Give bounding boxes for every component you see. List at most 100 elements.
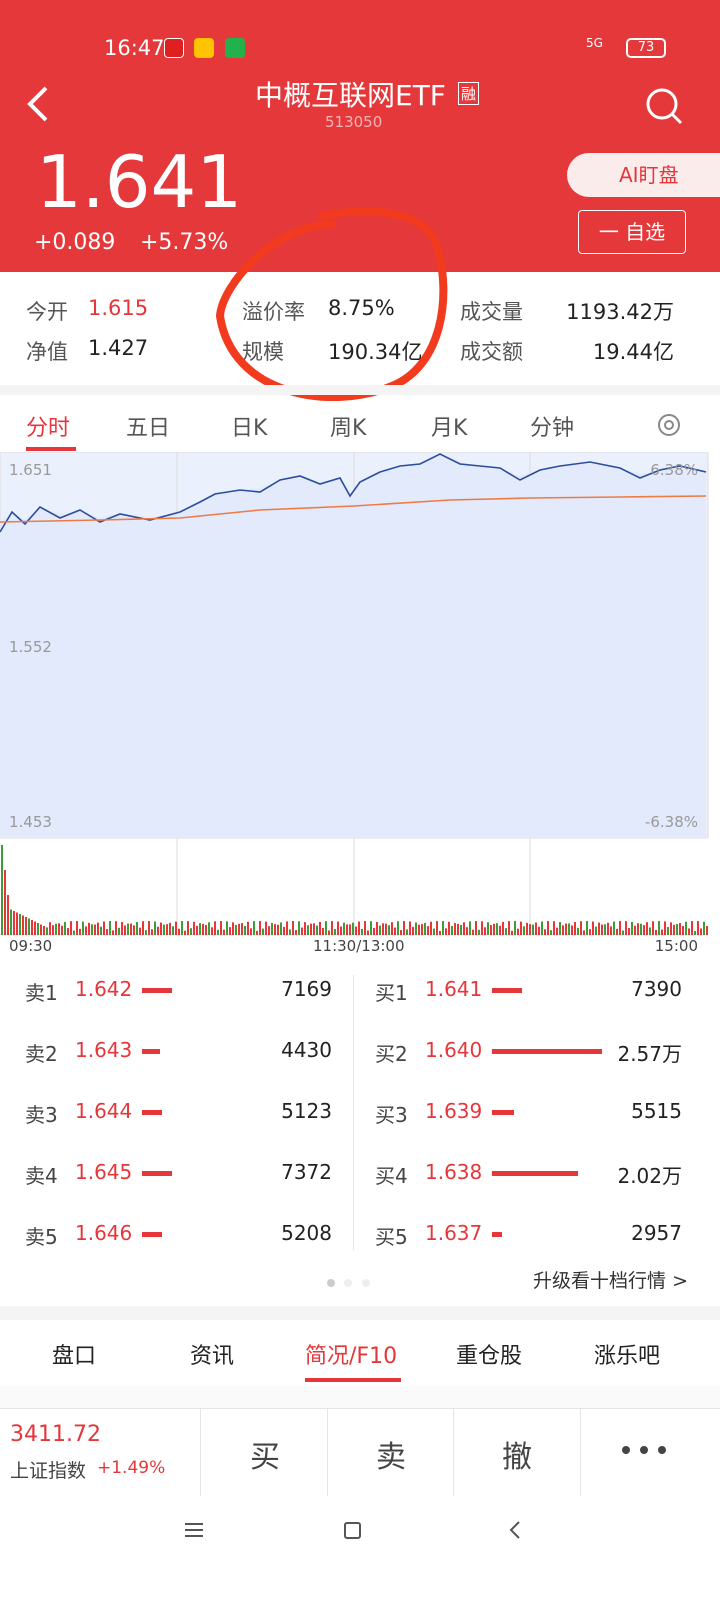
index-name: 上证指数 (10, 1460, 87, 1482)
volume-bar (430, 921, 432, 935)
volume-bar (673, 924, 675, 935)
stat-value: 1.615 (88, 296, 149, 320)
volume-bar (1, 845, 3, 935)
y-label: 1.453 (9, 813, 52, 831)
order-label: 卖4 (25, 1164, 58, 1188)
volume-bar (697, 921, 699, 935)
volume-bar (556, 927, 558, 935)
status-network: 5G (586, 36, 603, 50)
order-price: 1.645 (75, 1160, 133, 1184)
order-price: 1.644 (75, 1099, 133, 1123)
tab-active[interactable]: 分时 (26, 416, 71, 441)
volume-bar (625, 921, 627, 935)
home-key[interactable] (344, 1522, 361, 1539)
volume-bar (313, 923, 315, 935)
divider (353, 975, 354, 1250)
volume-bar (286, 921, 288, 935)
bottom-tab-active[interactable]: 简况/F10 (305, 1344, 398, 1369)
back-button[interactable] (20, 84, 60, 124)
price-area (0, 454, 706, 838)
volume-bar (628, 928, 630, 935)
volume-bar (244, 925, 246, 935)
back-key[interactable] (509, 1521, 520, 1539)
trade-bar (0, 1408, 720, 1496)
volume-bar (583, 930, 585, 935)
volume-bar (643, 925, 645, 935)
pct-label: -6.38% (644, 813, 698, 831)
volume-bar (256, 930, 258, 935)
volume-bar (457, 923, 459, 935)
sell-button[interactable]: 卖 (376, 1440, 406, 1475)
volume-bar (514, 921, 516, 935)
volume-bar (403, 921, 405, 935)
tab[interactable]: 周K (330, 416, 367, 441)
volume-bar (658, 921, 660, 935)
volume-bar (517, 928, 519, 935)
order-label: 卖5 (25, 1225, 58, 1249)
index-value: 3411.72 (10, 1422, 101, 1447)
volume-bar (148, 921, 150, 935)
bottom-tab[interactable]: 涨乐吧 (594, 1344, 661, 1369)
volume-bar (22, 915, 24, 935)
volume-bar (421, 924, 423, 935)
volume-bar (502, 921, 504, 935)
average-line (0, 495, 707, 523)
volume-bar (484, 927, 486, 935)
menu-key[interactable] (185, 1523, 203, 1537)
volume-bar (280, 922, 282, 935)
volume-bar (334, 928, 336, 935)
x-label: 09:30 (9, 937, 53, 955)
volume-bar (82, 921, 84, 935)
volume-bar (235, 924, 237, 935)
depth-bar (142, 1110, 162, 1115)
volume-bar (166, 924, 168, 935)
search-button[interactable] (644, 86, 684, 126)
pct-label: 6.38% (650, 461, 698, 479)
divider (0, 385, 720, 395)
buy-button[interactable]: 买 (250, 1440, 280, 1475)
volume-bar (538, 926, 540, 935)
volume-bar (610, 926, 612, 935)
more-button[interactable] (620, 1442, 670, 1458)
volume-bar (67, 928, 69, 935)
order-price: 1.638 (425, 1160, 483, 1184)
volume-bar (700, 928, 702, 935)
volume-bar (94, 924, 96, 935)
order-label: 买2 (375, 1042, 408, 1066)
volume-bar (4, 870, 6, 935)
tab[interactable]: 月K (431, 416, 468, 441)
more-link[interactable]: 升级看十档行情 > (533, 1270, 688, 1292)
bottom-tab[interactable]: 盘口 (52, 1344, 97, 1369)
volume-bar (169, 922, 171, 935)
bottom-tab[interactable]: 重仓股 (456, 1344, 523, 1369)
volume-bar (52, 925, 54, 935)
watch-button[interactable]: 一 自选 (578, 210, 686, 254)
bottom-tab[interactable]: 资讯 (190, 1344, 235, 1369)
tab[interactable]: 五日 (126, 416, 171, 441)
volume-bar (385, 923, 387, 935)
settings-icon[interactable] (656, 412, 682, 438)
volume-bar (415, 922, 417, 935)
volume-bar (301, 927, 303, 935)
volume-bar (106, 929, 108, 935)
tab[interactable]: 日K (231, 416, 268, 441)
volume-bar (247, 921, 249, 935)
volume-bar (136, 922, 138, 935)
badge: 融 (458, 82, 480, 105)
volume-bar (34, 921, 36, 935)
volume-bar (595, 926, 597, 935)
intraday-chart (0, 452, 709, 936)
tab[interactable]: 分钟 (530, 416, 575, 441)
ai-button[interactable]: AI盯盘 (567, 153, 720, 197)
volume-bar (523, 926, 525, 935)
nav-bar (185, 1521, 520, 1539)
volume-bar (10, 909, 12, 935)
volume-bar (55, 923, 57, 935)
cancel-button[interactable]: 撤 (502, 1440, 532, 1475)
volume-bar (217, 929, 219, 935)
volume-bar (43, 926, 45, 935)
battery: 73 (626, 38, 666, 58)
volume-bar (481, 921, 483, 935)
volume-bar (676, 924, 678, 935)
